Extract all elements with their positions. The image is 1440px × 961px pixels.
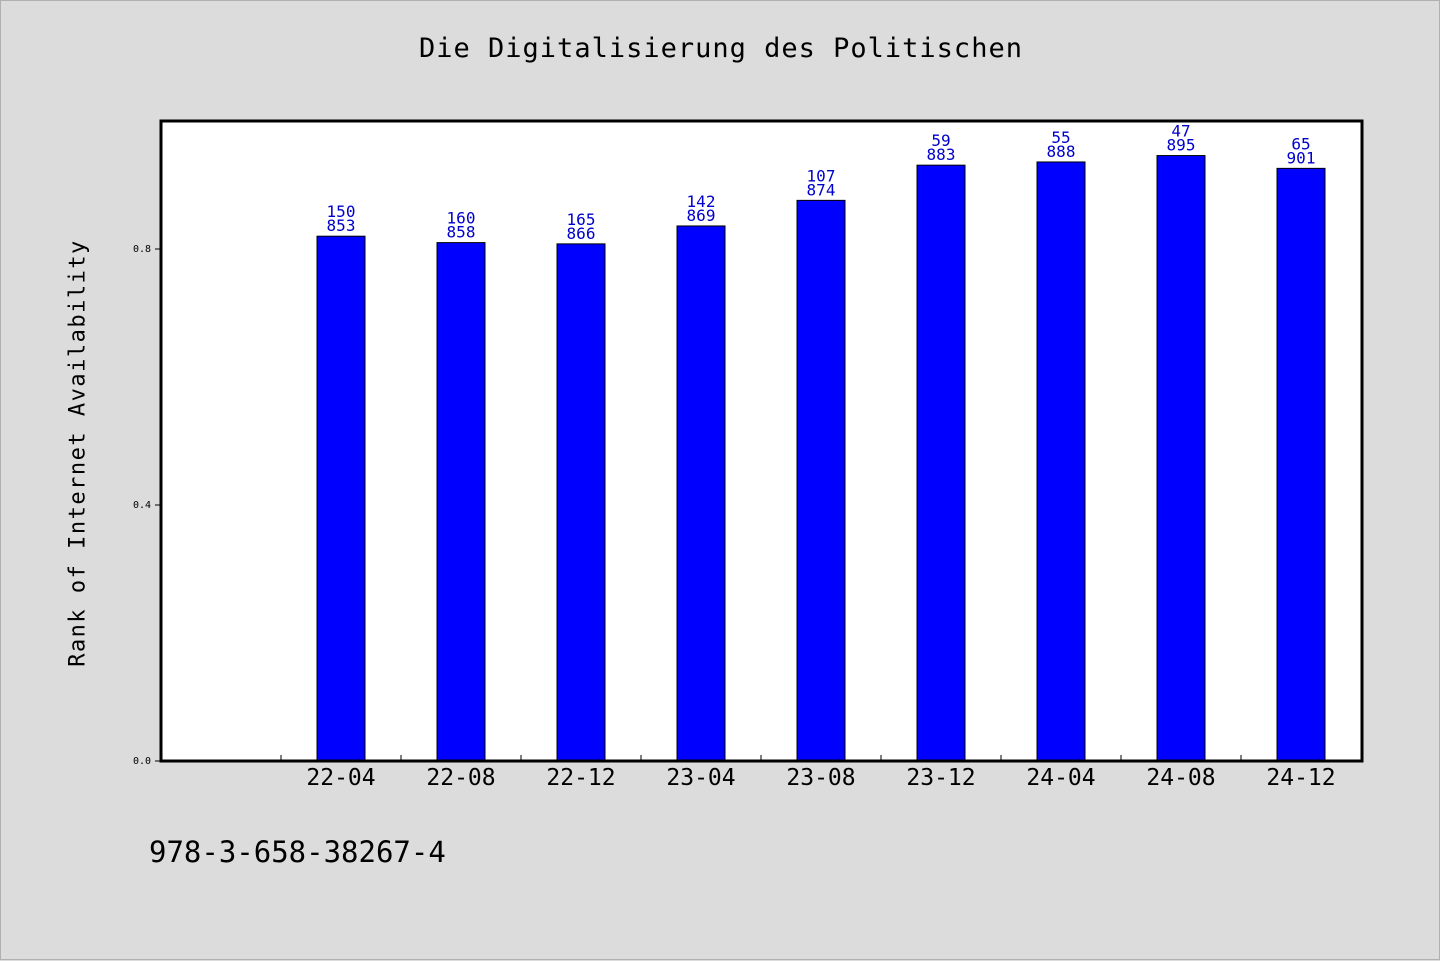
x-tick-label: 24-12 <box>1266 765 1335 791</box>
bar-label-bottom: 858 <box>447 223 476 242</box>
bar <box>1156 155 1206 762</box>
bar-label-top: 47 <box>1171 122 1190 141</box>
bar <box>316 235 366 762</box>
x-tick-label: 23-04 <box>666 765 735 791</box>
y-tick-label: 0.0 <box>133 756 151 767</box>
x-tick-label: 22-04 <box>306 765 375 791</box>
bar <box>1036 161 1086 762</box>
plot-frame <box>159 119 1364 763</box>
bar-label-top: 107 <box>807 166 836 185</box>
bar <box>796 199 846 762</box>
x-tick-label: 22-08 <box>426 765 495 791</box>
x-tick-label: 22-12 <box>546 765 615 791</box>
bar-label-bottom: 883 <box>927 145 956 164</box>
bar-label-top: 55 <box>1051 128 1070 147</box>
bar-label-bottom: 866 <box>567 224 596 243</box>
y-tick-label: 0.4 <box>133 500 151 511</box>
x-tick-label: 23-08 <box>786 765 855 791</box>
bar-label-bottom: 874 <box>807 180 836 199</box>
bar-label-top: 59 <box>931 131 950 150</box>
bar-label-bottom: 853 <box>327 216 356 235</box>
bar <box>1276 167 1326 762</box>
bar <box>436 242 486 762</box>
x-tick-label: 24-04 <box>1026 765 1095 791</box>
chart-title: Die Digitalisierung des Politischen <box>419 33 1023 64</box>
bar-label-top: 165 <box>567 210 596 229</box>
x-tick-label: 23-12 <box>906 765 975 791</box>
bar <box>556 243 606 762</box>
bar-label-top: 150 <box>327 202 356 221</box>
bar-label-bottom: 901 <box>1287 148 1316 167</box>
bar-label-top: 160 <box>447 209 476 228</box>
footer-code: 978-3-658-38267-4 <box>149 835 446 869</box>
bar-label-top: 142 <box>687 192 716 211</box>
bar-label-top: 65 <box>1291 134 1310 153</box>
x-tick-label: 24-08 <box>1146 765 1215 791</box>
bar-label-bottom: 869 <box>687 206 716 225</box>
bar-label-bottom: 895 <box>1167 136 1196 155</box>
bar <box>676 225 726 762</box>
y-tick-label: 0.8 <box>133 244 151 255</box>
bar <box>916 164 966 762</box>
bar-label-bottom: 888 <box>1047 142 1076 161</box>
